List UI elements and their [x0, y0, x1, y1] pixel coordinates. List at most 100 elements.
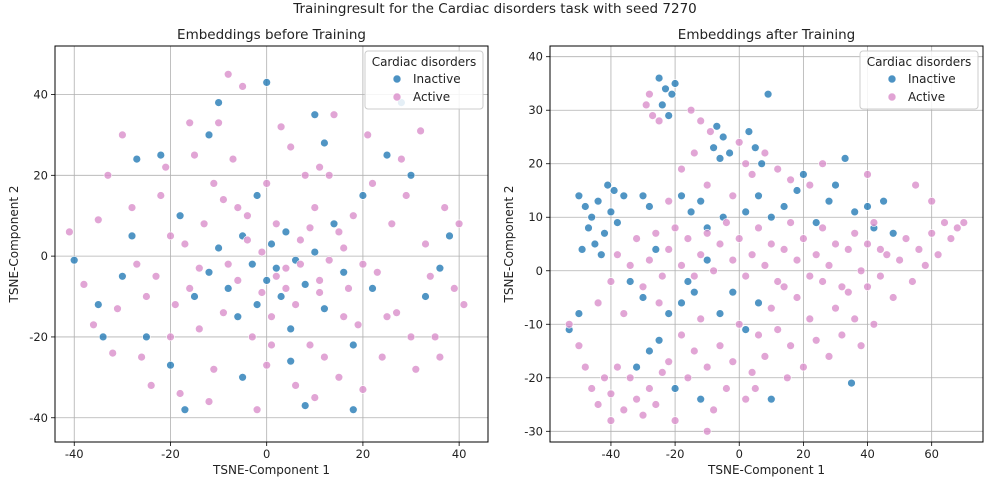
inactive-point	[754, 298, 763, 308]
active-point	[641, 100, 651, 110]
inactive-point	[286, 324, 295, 334]
active-point	[773, 164, 782, 174]
inactive-point	[132, 154, 142, 164]
inactive-legend-marker	[392, 74, 402, 84]
active-point	[760, 261, 770, 270]
active-point	[786, 175, 795, 185]
active-point	[805, 271, 814, 281]
active-point	[921, 261, 930, 270]
legend-entry: Active	[413, 90, 450, 104]
inactive-point	[224, 284, 233, 293]
active-point	[262, 361, 271, 370]
active-point	[209, 179, 219, 188]
inactive-point	[382, 150, 392, 160]
inactive-point	[664, 309, 673, 318]
scatter-points	[564, 73, 968, 436]
inactive-point	[686, 207, 696, 217]
active-point	[185, 118, 194, 128]
inactive-point	[831, 180, 840, 190]
active-point	[741, 159, 750, 168]
active-point	[683, 373, 693, 382]
legend-entry: Inactive	[908, 72, 956, 86]
active-point	[276, 122, 286, 132]
inactive-point	[651, 245, 660, 254]
active-point	[863, 239, 872, 249]
active-point	[741, 271, 750, 281]
active-point	[702, 427, 712, 436]
active-point	[233, 203, 243, 212]
inactive-point	[190, 292, 199, 301]
inactive-point	[214, 243, 223, 253]
active-point	[219, 195, 228, 204]
plot-frame	[549, 45, 984, 443]
inactive-point	[600, 229, 609, 238]
active-point	[696, 314, 705, 324]
active-point	[953, 223, 962, 233]
inactive-point	[888, 229, 898, 238]
active-point	[702, 362, 712, 372]
active-point	[754, 330, 763, 340]
active-point	[811, 250, 821, 259]
inactive-point	[757, 159, 766, 168]
inactive-point	[406, 171, 416, 180]
active-point	[728, 255, 737, 265]
inactive-point	[609, 186, 619, 195]
active-point	[334, 227, 344, 237]
active-point	[767, 239, 776, 249]
inactive-point	[156, 150, 166, 160]
x-tick-label: 0	[736, 447, 743, 461]
active-point	[281, 264, 291, 273]
active-point	[728, 191, 737, 201]
inactive-point	[310, 247, 319, 257]
inactive-point	[625, 277, 635, 286]
active-point	[344, 284, 353, 293]
active-point	[706, 127, 715, 136]
active-point	[358, 385, 368, 394]
active-point	[908, 277, 917, 286]
active-point	[831, 304, 840, 313]
active-point	[411, 365, 420, 374]
inactive-point	[252, 300, 262, 309]
active-point	[799, 362, 808, 372]
inactive-point	[613, 218, 622, 227]
active-point	[156, 191, 166, 200]
active-point	[606, 277, 616, 286]
active-point	[137, 352, 146, 362]
active-point	[272, 219, 281, 229]
inactive-point	[435, 264, 445, 273]
inactive-point	[127, 231, 137, 241]
inactive-point	[98, 332, 108, 342]
active-point	[94, 215, 103, 225]
active-point	[402, 191, 411, 200]
active-point	[783, 373, 792, 382]
active-point	[811, 336, 821, 345]
inactive-point	[248, 260, 257, 269]
active-point	[329, 110, 339, 119]
inactive-point	[683, 277, 693, 286]
active-point	[751, 384, 760, 393]
inactive-point	[606, 207, 616, 217]
active-point	[651, 400, 660, 409]
chart-after-training: Embeddings after Training -40 -20 0 20 40 60 -3…	[502, 27, 984, 477]
active-point	[397, 154, 406, 164]
inactive-point	[811, 218, 821, 227]
active-point	[214, 118, 223, 128]
inactive-point	[645, 346, 654, 356]
inactive-point	[824, 197, 834, 206]
active-point	[786, 218, 795, 227]
active-point	[315, 276, 324, 285]
active-point	[856, 341, 866, 350]
active-point	[690, 148, 699, 158]
inactive-point	[715, 154, 725, 163]
active-point	[625, 373, 635, 382]
inactive-point	[421, 292, 430, 301]
x-tick-label: -40	[65, 447, 84, 461]
inactive-point	[262, 276, 271, 285]
active-point	[291, 300, 300, 309]
active-point	[741, 395, 750, 404]
active-point	[702, 229, 712, 238]
active-point	[349, 211, 358, 220]
inactive-point	[94, 300, 103, 309]
active-point	[831, 239, 840, 249]
inactive-point	[718, 132, 728, 142]
